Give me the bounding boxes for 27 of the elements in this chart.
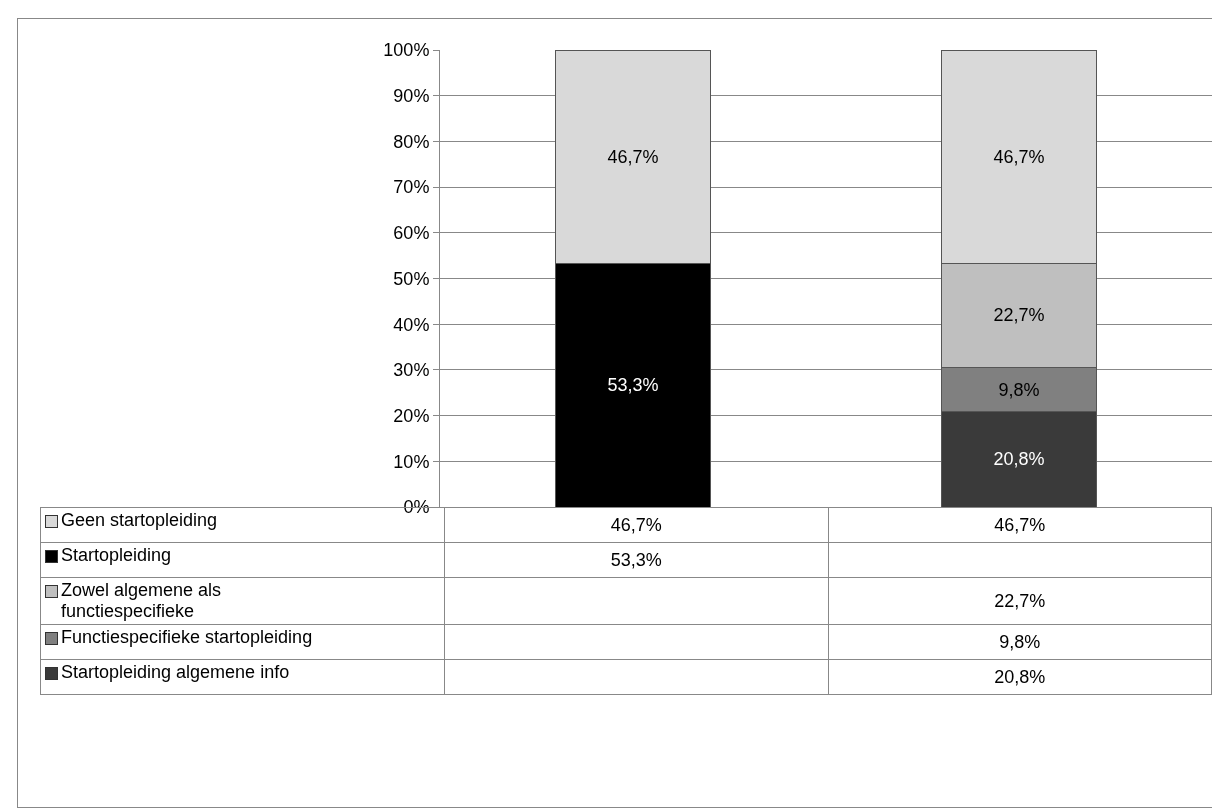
- y-tick-label: 40%: [393, 314, 430, 335]
- text: 9,8%: [999, 631, 1041, 652]
- y-tick-label: 30%: [393, 360, 430, 381]
- y-tick-label: 20%: [393, 405, 430, 426]
- y-tick-label: 10%: [393, 451, 430, 472]
- data-label: 22,7%: [993, 305, 1045, 326]
- legend-label: Functiespecifieke startopleiding: [61, 627, 313, 648]
- y-tick-label: 100%: [383, 40, 430, 61]
- text: 20,8%: [994, 666, 1046, 687]
- legend-label: Geen startopleiding: [61, 510, 218, 531]
- y-tick-label: 60%: [393, 223, 430, 244]
- data-label: 20,8%: [993, 449, 1045, 470]
- text: 22,7%: [994, 590, 1046, 611]
- legend-label: Startopleiding: [61, 545, 172, 566]
- y-tick-label: 50%: [393, 268, 430, 289]
- data-label: 46,7%: [444, 507, 829, 543]
- y-tick-label: 80%: [393, 131, 430, 152]
- text: 46,7%: [993, 146, 1045, 167]
- y-tick-label: 70%: [393, 177, 430, 198]
- text: 46,7%: [607, 146, 659, 167]
- legend-label: Zowel algemene als functiespecifieke: [61, 580, 223, 622]
- data-label: 46,7%: [828, 507, 1212, 543]
- data-label: 53,3%: [607, 375, 659, 396]
- data-label: 9,8%: [998, 379, 1040, 400]
- y-tick-label: 90%: [393, 86, 430, 106]
- legend-label: Startopleiding algemene info: [61, 662, 290, 683]
- text: 53,3%: [610, 549, 662, 570]
